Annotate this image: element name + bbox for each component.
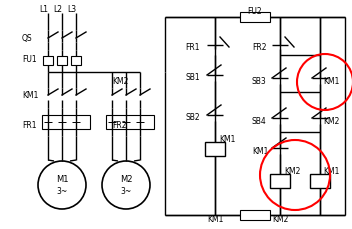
Text: KM2: KM2 [284, 167, 300, 177]
Bar [42, 115, 90, 129]
Text: KM2: KM2 [272, 215, 288, 224]
Bar [57, 56, 67, 65]
Text: KM1: KM1 [219, 136, 235, 144]
Text: KM2: KM2 [112, 77, 128, 87]
Text: FR1: FR1 [22, 122, 37, 131]
Text: QS: QS [22, 33, 33, 43]
Text: 3~: 3~ [120, 188, 132, 196]
Text: SB2: SB2 [185, 114, 200, 123]
Text: M1: M1 [56, 175, 68, 185]
Bar [310, 174, 330, 188]
Text: FU2: FU2 [248, 8, 262, 16]
Bar [270, 174, 290, 188]
Text: KM1: KM1 [252, 147, 268, 155]
Bar [43, 56, 53, 65]
Text: L3: L3 [68, 5, 77, 14]
Text: FU1: FU1 [22, 55, 37, 65]
Bar [205, 142, 225, 156]
Bar [71, 56, 81, 65]
Text: KM1: KM1 [323, 76, 339, 85]
Circle shape [102, 161, 150, 209]
Bar [240, 12, 270, 22]
Text: FR2: FR2 [252, 44, 266, 52]
Text: SB4: SB4 [252, 117, 267, 125]
Text: KM1: KM1 [22, 90, 38, 99]
Bar [106, 115, 154, 129]
Text: SB3: SB3 [252, 76, 267, 85]
Text: KM2: KM2 [323, 117, 339, 125]
Text: M2: M2 [120, 175, 132, 185]
Circle shape [38, 161, 86, 209]
Text: FR1: FR1 [185, 44, 200, 52]
Text: L2: L2 [54, 5, 63, 14]
Text: KM1: KM1 [207, 215, 223, 224]
Text: 3~: 3~ [56, 188, 68, 196]
Text: L1: L1 [39, 5, 49, 14]
Text: FR2: FR2 [112, 122, 126, 131]
Bar [240, 210, 270, 220]
Text: SB1: SB1 [185, 74, 200, 82]
Text: KM1: KM1 [323, 167, 339, 177]
